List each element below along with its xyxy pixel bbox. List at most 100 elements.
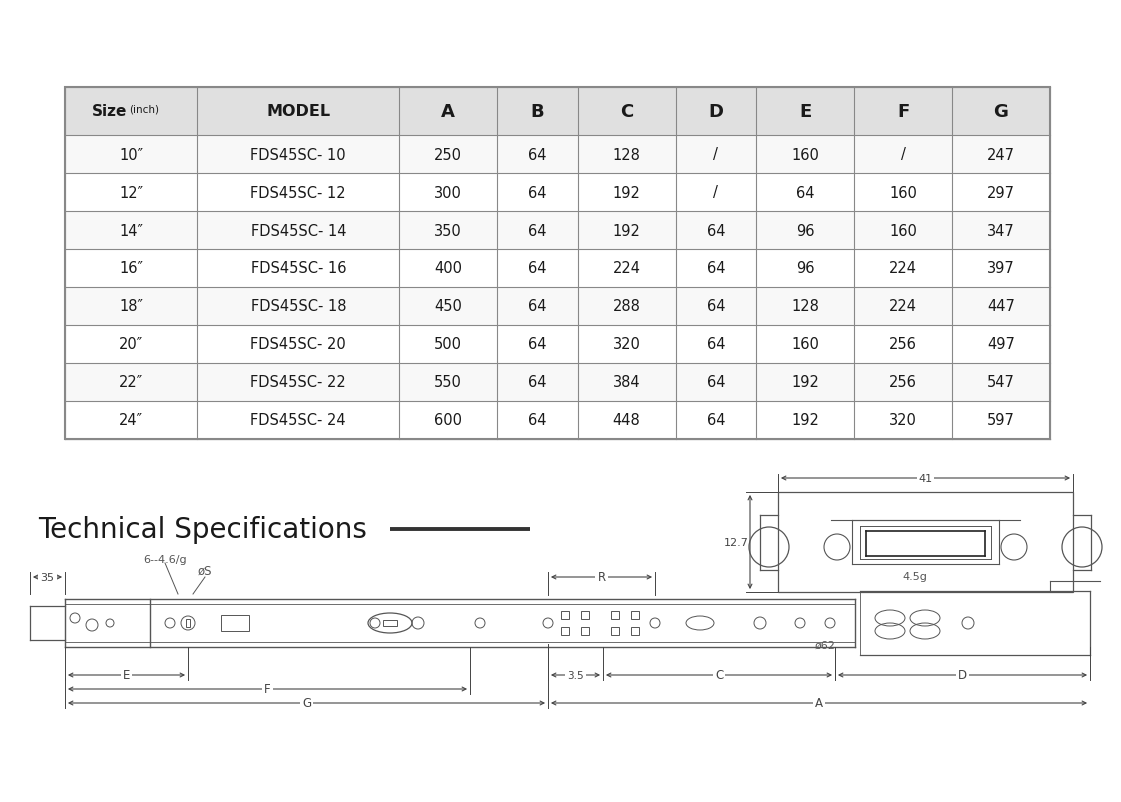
Bar	[65, 402, 1050, 439]
Text: FDS45SC- 20: FDS45SC- 20	[250, 337, 346, 352]
Text: A: A	[442, 103, 455, 121]
Text: /: /	[713, 185, 719, 200]
Text: 256: 256	[889, 337, 917, 352]
Text: 192: 192	[791, 375, 819, 390]
Text: ø62: ø62	[814, 640, 835, 650]
Text: 224: 224	[612, 261, 640, 276]
Text: 550: 550	[434, 375, 462, 390]
Text: 597: 597	[988, 413, 1015, 428]
Text: 547: 547	[988, 375, 1015, 390]
Text: A: A	[815, 697, 823, 710]
Text: 384: 384	[613, 375, 640, 390]
Text: F: F	[897, 103, 909, 121]
Text: 224: 224	[889, 261, 917, 276]
Text: FDS45SC- 18: FDS45SC- 18	[250, 299, 346, 314]
Text: 297: 297	[986, 185, 1015, 200]
Text: 64: 64	[706, 223, 725, 238]
Text: 397: 397	[988, 261, 1015, 276]
Bar	[65, 363, 1050, 402]
Text: 24″: 24″	[119, 413, 143, 428]
Text: C: C	[715, 669, 723, 682]
Text: 64: 64	[706, 261, 725, 276]
Text: 448: 448	[613, 413, 640, 428]
Text: F: F	[265, 683, 271, 695]
Text: 192: 192	[613, 223, 640, 238]
Text: 64: 64	[528, 413, 547, 428]
Bar	[778, 492, 1073, 592]
Text: 128: 128	[791, 299, 819, 314]
Text: G: G	[302, 697, 311, 710]
Text: B: B	[530, 103, 544, 121]
Text: 64: 64	[706, 299, 725, 314]
Bar	[65, 174, 1050, 212]
Text: Size: Size	[92, 104, 128, 119]
Text: 500: 500	[434, 337, 462, 352]
Text: FDS45SC- 22: FDS45SC- 22	[250, 375, 346, 390]
Text: 96: 96	[796, 261, 815, 276]
Text: 250: 250	[434, 148, 462, 162]
Bar	[581, 611, 589, 619]
Bar	[581, 627, 589, 635]
Text: 20″: 20″	[119, 337, 143, 352]
Text: FDS45SC- 12: FDS45SC- 12	[250, 185, 346, 200]
Text: C: C	[620, 103, 633, 121]
Text: FDS45SC- 14: FDS45SC- 14	[250, 223, 346, 238]
Text: 450: 450	[434, 299, 462, 314]
Text: D: D	[708, 103, 723, 121]
Text: 64: 64	[528, 375, 547, 390]
Bar	[611, 627, 619, 635]
Text: /: /	[900, 148, 906, 162]
Text: MODEL: MODEL	[266, 104, 331, 119]
Text: 64: 64	[528, 185, 547, 200]
Text: 64: 64	[528, 223, 547, 238]
Bar	[65, 288, 1050, 326]
Text: D: D	[958, 669, 967, 682]
Text: R: R	[597, 571, 605, 584]
Text: Technical Specifications: Technical Specifications	[38, 516, 367, 543]
Text: 160: 160	[791, 337, 819, 352]
Text: 3.5: 3.5	[567, 670, 584, 680]
Text: 160: 160	[889, 223, 917, 238]
Bar	[383, 620, 397, 626]
Bar	[611, 611, 619, 619]
Text: 22″: 22″	[119, 375, 143, 390]
Text: 64: 64	[528, 148, 547, 162]
Text: E: E	[799, 103, 812, 121]
Bar	[65, 249, 1050, 288]
Text: G: G	[993, 103, 1009, 121]
Text: FDS45SC- 16: FDS45SC- 16	[250, 261, 346, 276]
Text: 64: 64	[706, 413, 725, 428]
Text: (inch): (inch)	[129, 104, 159, 114]
Text: 64: 64	[706, 337, 725, 352]
Text: 12.7: 12.7	[723, 537, 749, 547]
Text: øS: øS	[197, 565, 212, 577]
Text: 256: 256	[889, 375, 917, 390]
Text: 41: 41	[918, 473, 933, 484]
Text: 64: 64	[528, 299, 547, 314]
Text: 320: 320	[889, 413, 917, 428]
Text: 18″: 18″	[119, 299, 143, 314]
Bar	[65, 136, 1050, 174]
Text: 347: 347	[988, 223, 1015, 238]
Text: 247: 247	[986, 148, 1015, 162]
Text: 96: 96	[796, 223, 815, 238]
Text: 224: 224	[889, 299, 917, 314]
Text: 447: 447	[988, 299, 1015, 314]
Text: 14″: 14″	[119, 223, 143, 238]
Bar	[631, 611, 639, 619]
Bar	[560, 611, 569, 619]
Text: 300: 300	[434, 185, 462, 200]
Text: 10″: 10″	[119, 148, 143, 162]
Text: FDS45SC- 10: FDS45SC- 10	[250, 148, 346, 162]
Text: 4.5g: 4.5g	[902, 571, 927, 581]
Text: 64: 64	[528, 261, 547, 276]
Text: 600: 600	[434, 413, 462, 428]
Text: 497: 497	[988, 337, 1015, 352]
Text: 350: 350	[434, 223, 462, 238]
Text: 160: 160	[889, 185, 917, 200]
Bar	[65, 212, 1050, 249]
Text: 192: 192	[791, 413, 819, 428]
Text: 288: 288	[613, 299, 640, 314]
Text: 64: 64	[528, 337, 547, 352]
Text: 6--4.6/g: 6--4.6/g	[143, 554, 187, 565]
